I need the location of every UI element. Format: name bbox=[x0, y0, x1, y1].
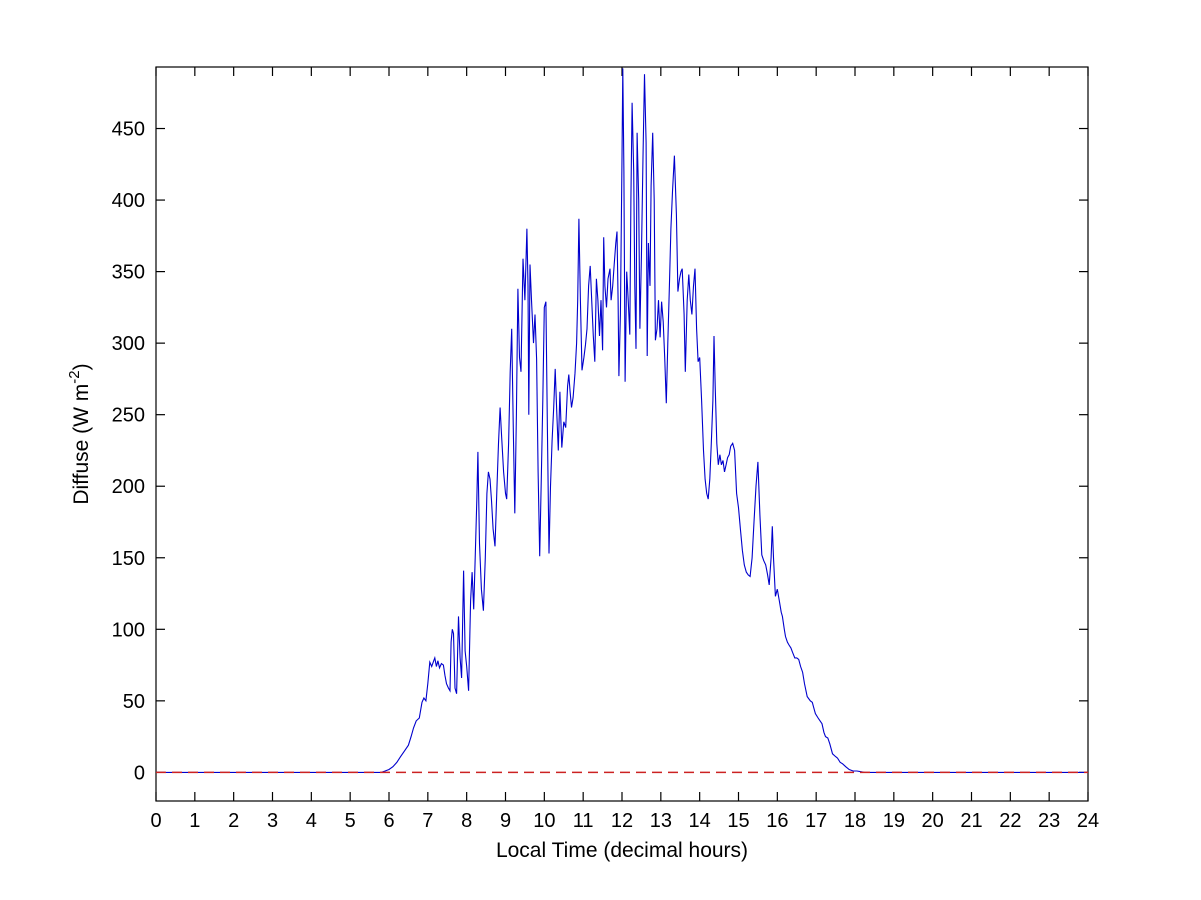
y-tick-label: 50 bbox=[123, 691, 145, 713]
x-tick-label: 23 bbox=[1038, 810, 1060, 832]
y-tick-label: 150 bbox=[112, 548, 145, 570]
x-tick-label: 24 bbox=[1077, 810, 1099, 832]
x-tick-label: 7 bbox=[422, 810, 433, 832]
y-tick-label: 300 bbox=[112, 333, 145, 355]
x-tick-label: 20 bbox=[922, 810, 944, 832]
x-tick-label: 18 bbox=[844, 810, 866, 832]
x-tick-label: 4 bbox=[306, 810, 317, 832]
y-tick-labels: 0 50 100 150 200 250 300 350 400 450 bbox=[112, 119, 145, 785]
x-tick-label: 6 bbox=[383, 810, 394, 832]
axis-ticks bbox=[155, 67, 1089, 801]
x-axis-label: Local Time (decimal hours) bbox=[496, 839, 748, 862]
y-tick-label: 200 bbox=[112, 476, 145, 498]
y-axis-label: Diffuse (W m-2) bbox=[66, 363, 93, 504]
y-tick-label: 250 bbox=[112, 405, 145, 427]
y-tick-label: 450 bbox=[112, 119, 145, 141]
x-tick-label: 16 bbox=[766, 810, 788, 832]
x-tick-label: 9 bbox=[500, 810, 511, 832]
x-tick-label: 1 bbox=[189, 810, 200, 832]
y-tick-label: 100 bbox=[112, 619, 145, 641]
x-tick-label: 19 bbox=[883, 810, 905, 832]
x-tick-label: 12 bbox=[611, 810, 633, 832]
diffuse-series-line bbox=[156, 68, 1088, 773]
x-tick-label: 21 bbox=[960, 810, 982, 832]
x-tick-label: 15 bbox=[727, 810, 749, 832]
x-tick-label: 13 bbox=[650, 810, 672, 832]
x-tick-label: 8 bbox=[461, 810, 472, 832]
x-tick-label: 5 bbox=[345, 810, 356, 832]
x-tick-label: 2 bbox=[228, 810, 239, 832]
x-tick-labels: 0 1 2 3 4 5 6 7 8 9 10 11 12 13 14 15 16 17 18 19 20 21 22 23 24 bbox=[150, 810, 1099, 832]
x-tick-label: 10 bbox=[533, 810, 555, 832]
x-tick-label: 0 bbox=[150, 810, 161, 832]
x-tick-label: 11 bbox=[573, 810, 594, 832]
y-axis-label-text: Diffuse (W m bbox=[70, 384, 93, 505]
y-tick-label: 350 bbox=[112, 262, 145, 284]
x-tick-label: 22 bbox=[999, 810, 1021, 832]
y-axis-label-text: ) bbox=[70, 363, 93, 370]
y-tick-label: 0 bbox=[134, 762, 145, 784]
x-tick-label: 17 bbox=[805, 810, 827, 832]
x-tick-label: 3 bbox=[267, 810, 278, 832]
y-axis-label-superscript: -2 bbox=[66, 370, 83, 383]
x-tick-label: 14 bbox=[689, 810, 711, 832]
y-tick-label: 400 bbox=[112, 190, 145, 212]
